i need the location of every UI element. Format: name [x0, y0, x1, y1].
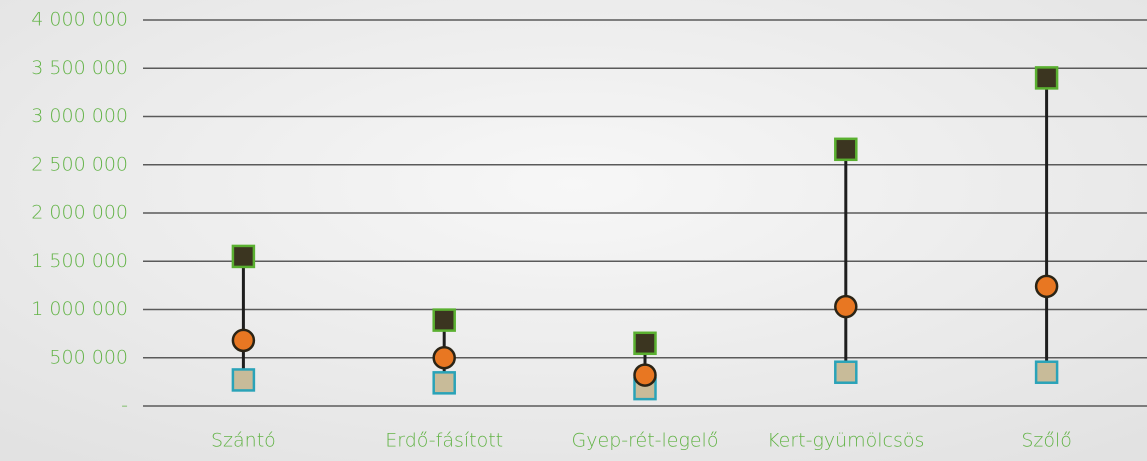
low-marker [432, 371, 456, 395]
x-tick-label: Kert-gyümölcsös [767, 430, 924, 452]
y-tick-label: 3 500 000 [31, 57, 128, 79]
y-tick-label: 2 500 000 [31, 153, 128, 175]
low-marker [834, 360, 858, 384]
y-tick-label: 3 000 000 [31, 105, 128, 127]
y-tick-label: 1 500 000 [31, 250, 128, 272]
low-marker [1034, 360, 1059, 384]
x-tick-label: Szőlő [1021, 430, 1072, 452]
average-marker [633, 363, 657, 387]
average-marker [834, 294, 858, 319]
high-marker [432, 308, 456, 332]
average-marker [1034, 274, 1059, 299]
high-marker [834, 137, 858, 162]
y-tick-label: 500 000 [49, 346, 128, 368]
y-tick-label: 1 000 000 [31, 298, 128, 320]
x-tick-label: Gyep-rét-legelő [572, 430, 719, 452]
x-tick-label: Erdő-fásított [385, 430, 503, 452]
high-marker [231, 244, 256, 269]
average-marker [432, 346, 456, 370]
high-marker [1034, 66, 1059, 90]
x-tick-label: Szántó [211, 430, 276, 452]
y-tick-label: - [121, 395, 128, 417]
average-marker [231, 328, 256, 353]
high-marker [633, 331, 657, 356]
y-tick-label: 4 000 000 [31, 9, 128, 31]
y-tick-label: 2 000 000 [31, 202, 128, 224]
low-marker [231, 368, 256, 392]
